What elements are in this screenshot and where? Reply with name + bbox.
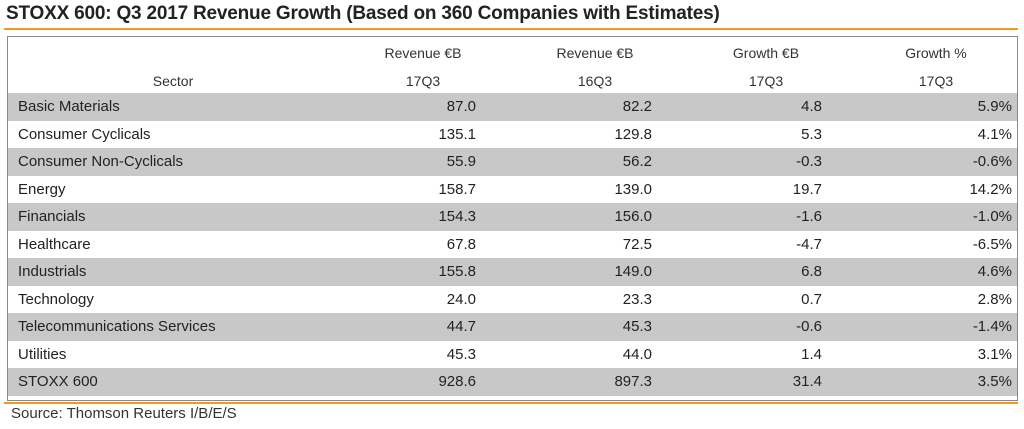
header-growth-eur-label: Growth €B bbox=[732, 45, 800, 61]
sector-cell: Consumer Cyclicals bbox=[18, 125, 151, 143]
growth-eur-cell: 19.7 bbox=[792, 180, 822, 198]
sector-cell: STOXX 600 bbox=[18, 373, 98, 390]
revenue-17q3-cell: 155.8 bbox=[438, 263, 476, 280]
table-row: Basic Materials 87.0 82.2 4.8 5.9% bbox=[8, 93, 1017, 121]
revenue-16q3-cell: 44.0 bbox=[622, 345, 652, 363]
sector-cell: Energy bbox=[18, 180, 66, 198]
revenue-17q3-cell: 44.7 bbox=[446, 318, 476, 335]
table-row: Energy 158.7 139.0 19.7 14.2% bbox=[8, 176, 1017, 204]
revenue-16q3-cell: 129.8 bbox=[614, 125, 652, 143]
revenue-17q3-cell: 55.9 bbox=[446, 153, 476, 170]
revenue-16q3-cell: 56.2 bbox=[622, 153, 652, 170]
table-total-row: STOXX 600 928.6 897.3 31.4 3.5% bbox=[8, 368, 1017, 396]
table-row: Utilities 45.3 44.0 1.4 3.1% bbox=[8, 341, 1017, 369]
revenue-16q3-cell: 45.3 bbox=[622, 318, 652, 335]
sector-cell: Financials bbox=[18, 208, 86, 225]
header-revenue-16q3-label: Revenue €B bbox=[556, 45, 634, 61]
table-body: Basic Materials 87.0 82.2 4.8 5.9% Consumer C… bbox=[8, 93, 1017, 396]
revenue-17q3-cell: 87.0 bbox=[446, 98, 476, 115]
table-row: Telecommunications Services 44.7 45.3 -0.6 -… bbox=[8, 313, 1017, 341]
growth-pct-cell: 2.8% bbox=[977, 290, 1012, 308]
table-header: Sector Revenue €B 17Q3 Revenue €B 16Q3 G… bbox=[8, 37, 1017, 93]
revenue-17q3-cell: 67.8 bbox=[446, 235, 476, 253]
header-sector: Sector bbox=[152, 73, 194, 89]
chart-title: STOXX 600: Q3 2017 Revenue Growth (Based… bbox=[6, 3, 720, 24]
revenue-16q3-cell: 139.0 bbox=[614, 180, 652, 198]
growth-pct-cell: -0.6% bbox=[972, 153, 1012, 170]
revenue-17q3-cell: 45.3 bbox=[446, 345, 476, 363]
growth-eur-cell: -0.3 bbox=[796, 153, 822, 170]
sector-cell: Telecommunications Services bbox=[18, 318, 216, 335]
table-row: Technology 24.0 23.3 0.7 2.8% bbox=[8, 286, 1017, 314]
table-row: Financials 154.3 156.0 -1.6 -1.0% bbox=[8, 203, 1017, 231]
growth-pct-cell: 3.1% bbox=[977, 345, 1012, 363]
sector-cell: Healthcare bbox=[18, 235, 91, 253]
revenue-16q3-cell: 897.3 bbox=[614, 373, 652, 390]
revenue-16q3-cell: 156.0 bbox=[614, 208, 652, 225]
growth-pct-cell: 14.2% bbox=[969, 180, 1012, 198]
revenue-16q3-cell: 82.2 bbox=[622, 98, 652, 115]
growth-eur-cell: 31.4 bbox=[792, 373, 822, 390]
growth-pct-cell: 4.1% bbox=[977, 125, 1012, 143]
revenue-17q3-cell: 154.3 bbox=[438, 208, 476, 225]
revenue-16q3-cell: 23.3 bbox=[622, 290, 652, 308]
sector-cell: Technology bbox=[18, 290, 94, 308]
top-accent-rule bbox=[4, 28, 1018, 30]
table-row: Consumer Cyclicals 135.1 129.8 5.3 4.1% bbox=[8, 121, 1017, 149]
growth-eur-cell: 4.8 bbox=[801, 98, 822, 115]
revenue-17q3-cell: 135.1 bbox=[438, 125, 476, 143]
header-growth-eur-period: 17Q3 bbox=[748, 73, 784, 89]
header-revenue-16q3-period: 16Q3 bbox=[577, 73, 613, 89]
revenue-17q3-cell: 24.0 bbox=[446, 290, 476, 308]
sector-cell: Utilities bbox=[18, 345, 67, 363]
growth-pct-cell: 4.6% bbox=[977, 263, 1012, 280]
header-growth-pct-period: 17Q3 bbox=[918, 73, 954, 89]
growth-eur-cell: 1.4 bbox=[801, 345, 822, 363]
header-revenue-17q3-label: Revenue €B bbox=[384, 45, 462, 61]
sector-cell: Basic Materials bbox=[18, 98, 120, 115]
data-table: Sector Revenue €B 17Q3 Revenue €B 16Q3 G… bbox=[7, 36, 1018, 401]
growth-eur-cell: -4.7 bbox=[796, 235, 822, 253]
table-row: Healthcare 67.8 72.5 -4.7 -6.5% bbox=[8, 231, 1017, 259]
table-row: Industrials 155.8 149.0 6.8 4.6% bbox=[8, 258, 1017, 286]
growth-eur-cell: 5.3 bbox=[801, 125, 822, 143]
header-growth-pct-label: Growth % bbox=[905, 45, 967, 61]
revenue-16q3-cell: 72.5 bbox=[622, 235, 652, 253]
sector-cell: Industrials bbox=[18, 263, 87, 280]
header-revenue-17q3-period: 17Q3 bbox=[405, 73, 441, 89]
revenue-16q3-cell: 149.0 bbox=[614, 263, 652, 280]
revenue-17q3-cell: 158.7 bbox=[438, 180, 476, 198]
table-row: Consumer Non-Cyclicals 55.9 56.2 -0.3 -0.6% bbox=[8, 148, 1017, 176]
sector-cell: Consumer Non-Cyclicals bbox=[18, 153, 184, 170]
source-note: Source: Thomson Reuters I/B/E/S bbox=[11, 405, 237, 422]
growth-eur-cell: -1.6 bbox=[796, 208, 822, 225]
bottom-accent-rule bbox=[4, 402, 1018, 404]
growth-pct-cell: 3.5% bbox=[977, 373, 1012, 390]
growth-pct-cell: -1.0% bbox=[972, 208, 1012, 225]
growth-pct-cell: -6.5% bbox=[972, 235, 1012, 253]
growth-eur-cell: 6.8 bbox=[801, 263, 822, 280]
growth-pct-cell: 5.9% bbox=[977, 98, 1012, 115]
revenue-17q3-cell: 928.6 bbox=[438, 373, 476, 390]
growth-eur-cell: 0.7 bbox=[801, 290, 822, 308]
growth-pct-cell: -1.4% bbox=[972, 318, 1012, 335]
growth-eur-cell: -0.6 bbox=[796, 318, 822, 335]
